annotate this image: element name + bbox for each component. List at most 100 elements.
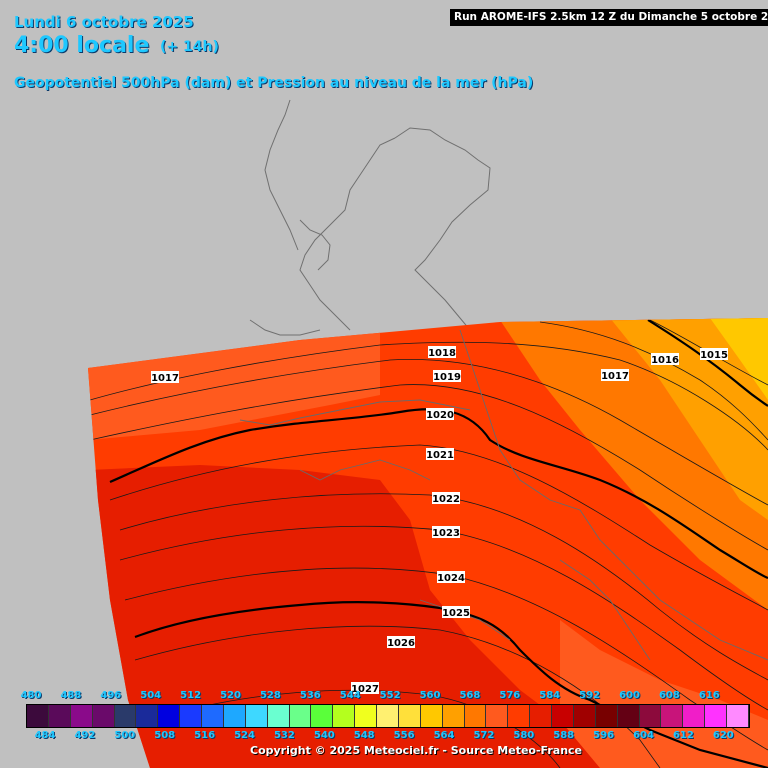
legend-top-value: 592 — [579, 690, 601, 701]
legend-swatch — [267, 705, 290, 727]
forecast-date: Lundi 6 octobre 2025 — [14, 13, 194, 31]
svg-text:1019: 1019 — [433, 372, 461, 383]
legend-swatch — [202, 705, 224, 727]
svg-text:1017: 1017 — [151, 373, 179, 384]
svg-text:1018: 1018 — [428, 348, 456, 359]
model-run-banner: Run AROME-IFS 2.5km 12 Z du Dimanche 5 o… — [450, 9, 768, 26]
svg-text:1022: 1022 — [432, 494, 460, 505]
legend-swatch — [223, 705, 246, 727]
legend-swatch — [595, 705, 618, 727]
legend-top-value: 496 — [100, 690, 122, 701]
isobar-label-1018: 1018 — [428, 346, 456, 359]
legend-swatch — [705, 705, 727, 727]
legend-swatch — [398, 705, 421, 727]
legend-bottom-value: 524 — [234, 730, 255, 741]
map-subtitle: Geopotentiel 500hPa (dam) et Pression au… — [14, 75, 534, 91]
legend-top-value: 512 — [180, 690, 202, 701]
legend-top-value: 568 — [459, 690, 481, 701]
svg-text:1026: 1026 — [387, 638, 415, 649]
legend-swatch — [377, 705, 399, 727]
legend-swatch — [727, 705, 749, 727]
legend-bottom-value: 604 — [633, 730, 654, 741]
legend-top-value: 536 — [299, 690, 321, 701]
legend-swatch — [311, 705, 334, 727]
color-legend — [26, 704, 750, 728]
svg-text:1017: 1017 — [601, 371, 629, 382]
isobar-label-1020: 1020 — [426, 408, 454, 421]
legend-swatch — [333, 705, 356, 727]
legend-bottom-value: 596 — [593, 730, 615, 741]
svg-text:1023: 1023 — [432, 528, 460, 539]
legend-swatch — [27, 705, 49, 727]
isobar-label-1017: 1017 — [151, 371, 179, 384]
legend-swatch — [442, 705, 465, 727]
isobar-label-1019: 1019 — [433, 370, 461, 383]
legend-top-value: 616 — [698, 690, 720, 701]
legend-bottom-value: 620 — [712, 730, 734, 741]
forecast-hour: 4:00 locale — [14, 33, 150, 58]
isobar-label-1027: 1027 — [351, 682, 379, 695]
legend-swatch — [180, 705, 202, 727]
legend-top-value: 608 — [658, 690, 680, 701]
legend-swatch — [420, 705, 443, 727]
copyright: Copyright © 2025 Meteociel.fr - Source M… — [250, 744, 583, 757]
legend-bottom-value: 532 — [273, 730, 295, 741]
isobar-label-1021: 1021 — [426, 448, 454, 461]
legend-top-value: 576 — [499, 690, 521, 701]
geopotential-lines — [109, 319, 768, 768]
legend-bottom-value: 612 — [672, 730, 694, 741]
isobar-label-1025: 1025 — [442, 606, 470, 619]
legend-bottom-value: 516 — [194, 730, 216, 741]
legend-bottom-value: 548 — [353, 730, 375, 741]
legend-swatch — [573, 705, 596, 727]
legend-swatch — [245, 705, 268, 727]
legend-top-value: 488 — [60, 690, 82, 701]
legend-swatch — [136, 705, 159, 727]
svg-text:1024: 1024 — [437, 573, 465, 584]
legend-top-value: 600 — [619, 690, 640, 701]
legend-top-value: 584 — [539, 690, 561, 701]
legend-swatch — [70, 705, 93, 727]
legend-bottom-value: 540 — [313, 730, 335, 741]
isobar-label-1015: 1015 — [700, 348, 728, 361]
legend-swatch — [355, 705, 377, 727]
svg-text:1020: 1020 — [426, 410, 454, 421]
legend-bottom-value: 588 — [553, 730, 575, 741]
legend-swatch — [661, 705, 684, 727]
legend-swatch — [486, 705, 509, 727]
legend-swatch — [617, 705, 640, 727]
isobar-label-1016: 1016 — [651, 353, 679, 366]
legend-bottom-value: 580 — [513, 730, 535, 741]
isobar-label-1023: 1023 — [432, 526, 460, 539]
legend-swatch — [289, 705, 312, 727]
legend-top-value: 560 — [419, 690, 441, 701]
isobar-label-1022: 1022 — [432, 492, 460, 505]
legend-bottom-value: 508 — [154, 730, 176, 741]
legend-swatch — [114, 705, 137, 727]
isobar-label-1026: 1026 — [387, 636, 415, 649]
legend-bottom-value: 564 — [433, 730, 455, 741]
legend-bottom-value: 572 — [473, 730, 495, 741]
legend-swatch — [639, 705, 662, 727]
svg-text:1027: 1027 — [351, 684, 379, 695]
legend-swatch — [48, 705, 71, 727]
legend-bottom-value: 484 — [34, 730, 56, 741]
legend-swatch — [508, 705, 531, 727]
forecast-offset: (+ 14h) — [160, 39, 219, 55]
isobar-labels: 1015 1016 1017 1017 1018 1019 1020 1021 … — [151, 346, 728, 695]
svg-text:1015: 1015 — [700, 350, 728, 361]
legend-swatch — [158, 705, 181, 727]
legend-bottom-value: 500 — [114, 730, 136, 741]
legend-bottom-value: 492 — [74, 730, 96, 741]
legend-top-value: 544 — [339, 690, 361, 701]
legend-top-value: 528 — [259, 690, 281, 701]
legend-swatch — [464, 705, 487, 727]
legend-top-value: 552 — [379, 690, 401, 701]
legend-swatch — [683, 705, 706, 727]
svg-text:1021: 1021 — [426, 450, 454, 461]
legend-bottom-value: 556 — [393, 730, 415, 741]
isobar-label-1024: 1024 — [437, 571, 465, 584]
coastline-uk — [249, 99, 491, 336]
